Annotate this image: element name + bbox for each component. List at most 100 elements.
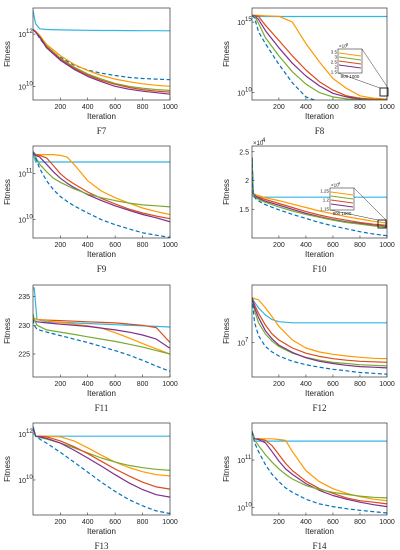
y-axis-label: Fitness [222, 179, 231, 205]
inset-multiplier: ×10 [331, 183, 339, 188]
series-line-red [252, 297, 387, 363]
y-tick-label: 10 [18, 84, 26, 91]
x-tick-label: 800 [354, 381, 366, 388]
series-line-cyan [252, 297, 387, 324]
axes-frame [251, 284, 388, 378]
inset-connector [329, 209, 379, 221]
series-line-blue_dashed [33, 319, 170, 372]
axes-frame [32, 145, 171, 239]
inset-y-tick-label: 2.5 [331, 60, 338, 65]
inset-target-box [379, 87, 389, 97]
series-line-blue_dashed [33, 29, 170, 81]
y-tick-exponent: 11 [245, 455, 252, 461]
y-axis-label: Fitness [222, 456, 231, 482]
inset-series-red [338, 60, 362, 65]
series-line-green [33, 151, 170, 208]
series-group [33, 287, 170, 372]
x-tick-label: 1000 [162, 519, 178, 526]
series-group [252, 431, 387, 514]
x-tick-label: 1000 [162, 242, 178, 249]
chart-title: F8 [315, 126, 325, 136]
y-tick-label: 10 [237, 91, 245, 98]
y-tick-exponent: 11 [26, 169, 33, 175]
inset-connector [361, 48, 389, 89]
x-axis-label: Iteration [87, 250, 116, 259]
y-tick-label: 10 [237, 506, 245, 513]
series-line-cyan [33, 426, 170, 437]
series-line-cyan [33, 10, 170, 32]
x-tick-label: 400 [82, 104, 94, 111]
series-line-orange [33, 28, 170, 87]
x-tick-label: 200 [273, 104, 285, 111]
inset-target-box [377, 219, 387, 229]
chart-panel-f11: 200 400 600 800 1000 235 230 225 Fitness Iteratio… [3, 284, 178, 413]
inset-multiplier-exponent: 8 [346, 42, 349, 47]
series-line-orange [33, 151, 170, 216]
x-tick-label: 1000 [379, 242, 395, 249]
axes-frame [251, 145, 388, 239]
y-tick-label: 225 [18, 352, 30, 359]
inset-y-tick-label: 1.5 [331, 70, 338, 75]
x-tick-label: 800 [137, 242, 149, 249]
x-tick-label: 200 [273, 381, 285, 388]
x-tick-label: 400 [300, 242, 312, 249]
y-tick-exponent: 12 [26, 429, 33, 435]
series-line-purple [252, 431, 387, 508]
x-tick-label: 400 [300, 519, 312, 526]
x-tick-label: 200 [273, 519, 285, 526]
x-tick-label: 200 [54, 104, 66, 111]
x-tick-label: 400 [82, 519, 94, 526]
series-line-green [252, 297, 387, 367]
series-group [33, 10, 170, 95]
y-tick-label: 2.5 [239, 149, 249, 156]
inset-multiplier-exponent: 4 [338, 181, 341, 186]
y-tick-label: 10 [237, 20, 245, 27]
inset-series-purple [330, 203, 354, 208]
series-group [33, 151, 170, 238]
zoom-inset: 1.25 1.2 1.15 ×10 4 900 1000 [320, 181, 387, 229]
y-tick-label: 10 [237, 458, 245, 465]
y-tick-label: 10 [18, 32, 26, 39]
inset-series-orange [330, 191, 354, 196]
y-tick-exponent: 15 [245, 17, 252, 23]
x-tick-label: 800 [137, 104, 149, 111]
axis-multiplier: ×10 [253, 141, 264, 147]
inset-y-tick-label: 2 [334, 65, 337, 70]
series-group [252, 297, 387, 375]
inset-x-label: 900 1000 [341, 74, 360, 79]
x-axis-label: Iteration [305, 250, 334, 259]
y-tick-exponent: 10 [26, 475, 33, 481]
series-line-green [33, 426, 170, 471]
x-tick-label: 800 [137, 519, 149, 526]
chart-panel-f12: 200 400 600 800 1000 10 7 Fitness Iteration F12 [222, 284, 395, 413]
x-tick-label: 600 [109, 519, 121, 526]
inset-y-tick-label: 1.25 [320, 189, 329, 194]
axes-frame [32, 284, 171, 378]
x-axis-label: Iteration [87, 389, 116, 398]
y-axis-label: Fitness [3, 41, 12, 67]
x-tick-label: 400 [300, 381, 312, 388]
x-tick-label: 1000 [379, 104, 395, 111]
inset-y-tick-label: 1.2 [323, 198, 330, 203]
series-group [252, 157, 387, 237]
inset-series-red [330, 199, 354, 204]
inset-multiplier: ×10 [339, 44, 347, 49]
axes-frame [251, 7, 388, 101]
series-line-purple [33, 151, 170, 223]
x-tick-label: 1000 [379, 519, 395, 526]
y-tick-label: 10 [18, 172, 26, 179]
chart-title: F10 [312, 264, 327, 274]
series-line-red [33, 29, 170, 93]
axes-frame [32, 7, 171, 101]
chart-title: F11 [95, 403, 109, 413]
series-line-red [252, 14, 387, 100]
x-axis-label: Iteration [305, 112, 334, 121]
zoom-inset: 3.532.521.5 ×10 8 900 1000 [331, 42, 389, 97]
series-line-red [252, 431, 387, 505]
x-tick-label: 600 [327, 104, 339, 111]
x-tick-label: 600 [327, 242, 339, 249]
chart-panel-f10: 200 400 600 800 10002.521.5×104FitnessIterat… [222, 138, 395, 274]
